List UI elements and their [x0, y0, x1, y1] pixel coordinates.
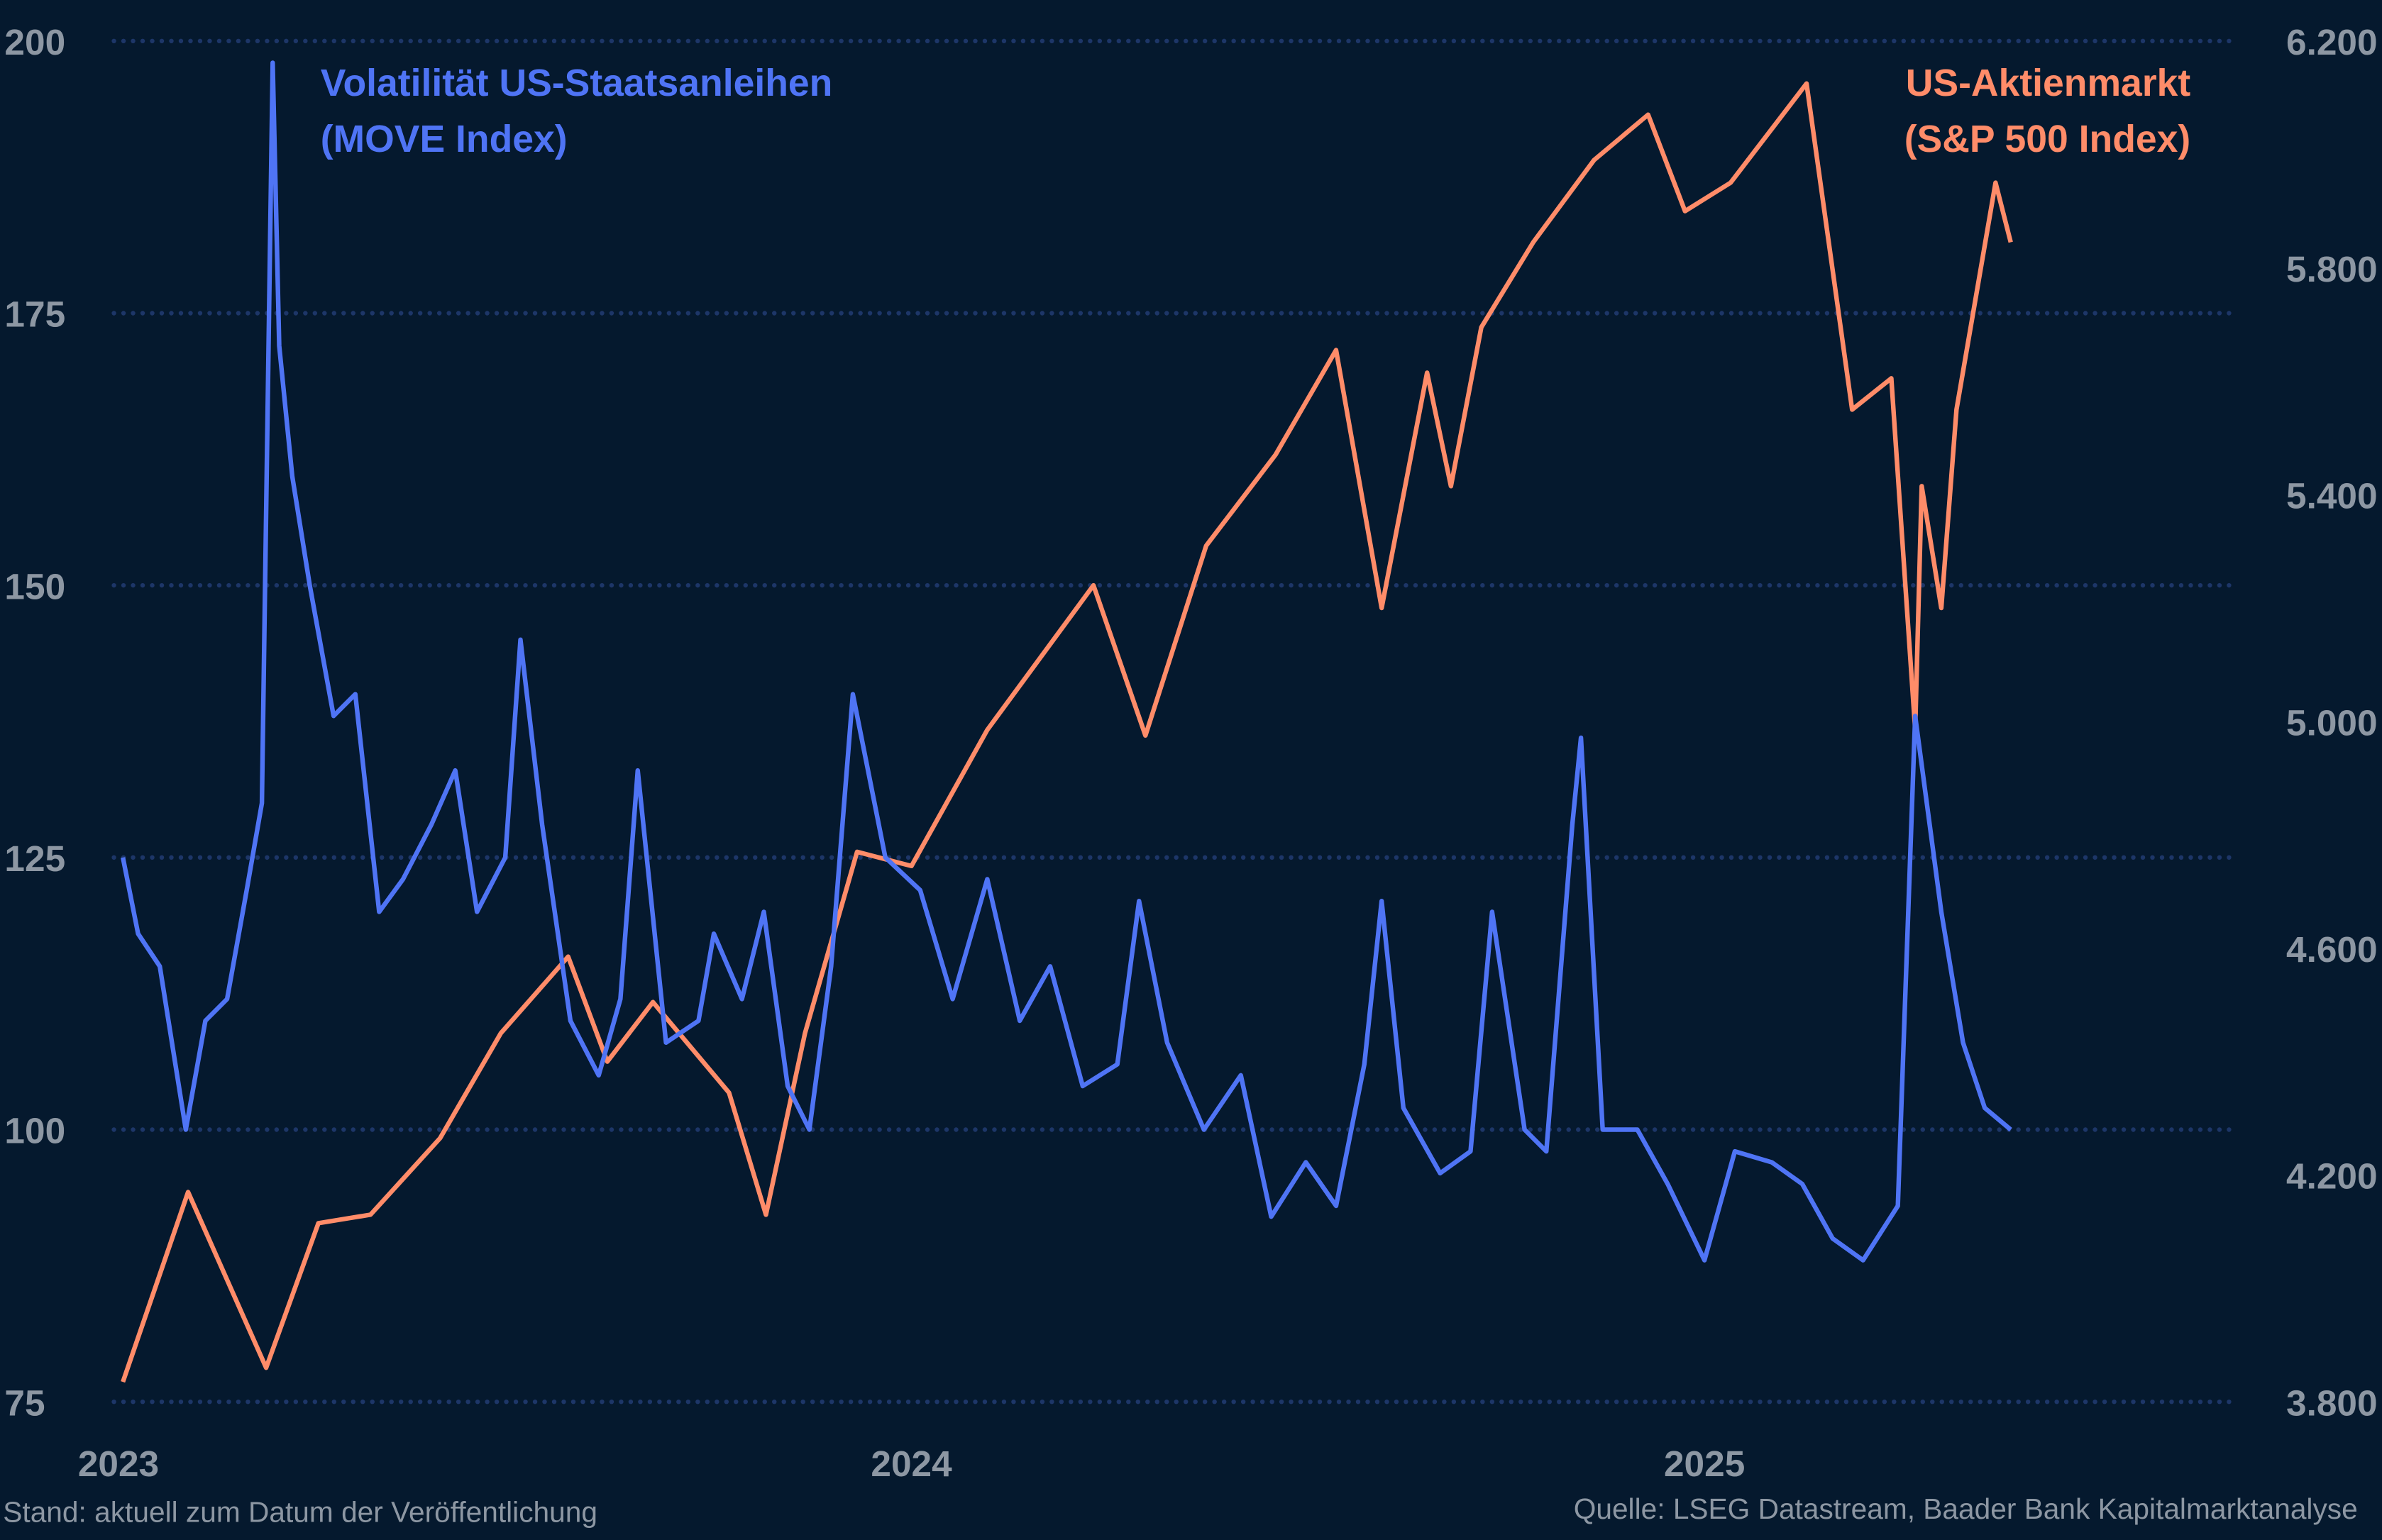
sp500-series-label-line2: (S&P 500 Index) [1904, 118, 2191, 160]
left-tick-label: 150 [4, 565, 65, 606]
right-tick-label: 6.200 [2286, 21, 2378, 62]
right-tick-label: 5.400 [2286, 475, 2378, 516]
sp500-series-label-line1: US-Aktienmarkt [1906, 62, 2191, 104]
left-axis-ticks: 75 100 125 150 175 200 [4, 21, 65, 1423]
left-tick-label: 100 [4, 1110, 65, 1151]
right-tick-label: 4.600 [2286, 929, 2378, 970]
x-tick-label: 2023 [78, 1443, 159, 1484]
move-series-label-line2: (MOVE Index) [321, 118, 568, 160]
footer-status: Stand: aktuell zum Datum der Veröffentli… [3, 1495, 597, 1528]
x-axis-ticks: 2023 2024 2025 [78, 1443, 1745, 1484]
left-tick-label: 175 [4, 294, 65, 335]
left-tick-label: 125 [4, 838, 65, 879]
x-tick-label: 2025 [1664, 1443, 1745, 1484]
series-lines [121, 60, 2013, 1383]
move-index-line [121, 60, 2012, 1263]
right-tick-label: 3.800 [2286, 1382, 2378, 1423]
right-tick-label: 5.800 [2286, 248, 2378, 289]
sp500-index-line [121, 81, 2013, 1383]
right-tick-label: 5.000 [2286, 702, 2378, 743]
right-axis-ticks: 3.800 4.200 4.600 5.000 5.400 5.800 6.200 [2286, 21, 2378, 1423]
footer-source: Quelle: LSEG Datastream, Baader Bank Kap… [1574, 1492, 2358, 1525]
x-tick-label: 2024 [871, 1443, 952, 1484]
right-tick-label: 4.200 [2286, 1156, 2378, 1197]
left-tick-label: 200 [4, 21, 65, 62]
move-series-label-line1: Volatilität US-Staatsanleihen [321, 62, 833, 104]
left-tick-label: 75 [4, 1382, 45, 1423]
